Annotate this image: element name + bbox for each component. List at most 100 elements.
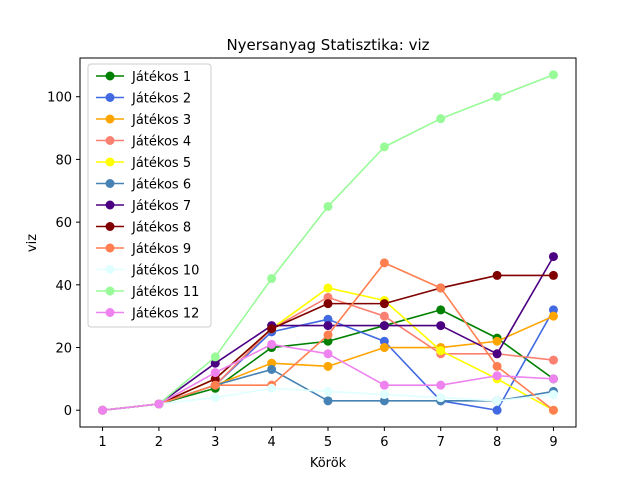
data-point xyxy=(379,311,389,321)
legend-swatch-marker xyxy=(105,136,115,145)
data-point xyxy=(548,374,558,384)
data-point xyxy=(492,371,502,381)
y-axis-label: viz xyxy=(25,234,40,252)
data-point xyxy=(323,386,333,396)
series-12 xyxy=(98,339,558,415)
legend-entry: Játékos 8 xyxy=(96,221,191,236)
series-11 xyxy=(98,70,558,415)
x-tick-label: 4 xyxy=(267,435,275,450)
legend-swatch-marker xyxy=(105,308,115,317)
data-point xyxy=(154,399,164,409)
data-point xyxy=(323,349,333,359)
data-point xyxy=(548,405,558,415)
data-point xyxy=(323,321,333,331)
x-tick-label: 9 xyxy=(549,435,557,450)
data-point xyxy=(436,321,446,331)
legend-entry: Játékos 1 xyxy=(96,70,191,85)
y-axis-ticks: 0 20 40 60 80 100 xyxy=(47,91,80,419)
data-point xyxy=(548,311,558,321)
data-point xyxy=(379,258,389,268)
data-point xyxy=(323,330,333,340)
data-point xyxy=(323,299,333,309)
data-point xyxy=(436,283,446,293)
data-point xyxy=(267,358,277,368)
legend-swatch-marker xyxy=(105,179,115,188)
legend-entry: Játékos 3 xyxy=(96,113,191,128)
y-tick-label: 60 xyxy=(55,216,72,231)
data-point xyxy=(492,349,502,359)
legend-label: Játékos 7 xyxy=(131,199,191,214)
data-point xyxy=(323,201,333,211)
legend-label: Játékos 10 xyxy=(131,264,199,279)
data-point xyxy=(436,346,446,356)
legend-label: Játékos 11 xyxy=(131,285,199,300)
legend-label: Játékos 5 xyxy=(131,156,191,171)
data-point xyxy=(98,405,108,415)
legend-label: Játékos 8 xyxy=(131,221,191,236)
legend-swatch-marker xyxy=(105,114,115,124)
x-axis-ticks: 1 2 3 4 5 6 7 8 9 xyxy=(98,427,558,450)
data-point xyxy=(379,336,389,346)
data-point xyxy=(267,364,277,374)
plot-area xyxy=(98,70,558,415)
data-point xyxy=(436,114,446,124)
axes-frame xyxy=(79,57,577,428)
legend-entry: Játékos 2 xyxy=(96,92,191,107)
data-point xyxy=(210,380,220,390)
data-point xyxy=(379,396,389,406)
data-point xyxy=(492,92,502,102)
x-tick-label: 5 xyxy=(324,435,332,450)
legend-entry: Játékos 4 xyxy=(96,135,191,150)
legend: Játékos 1 Játékos 2 Játékos 3 Játékos 4 Játé… xyxy=(87,63,212,328)
y-tick-label: 100 xyxy=(47,91,72,106)
data-point xyxy=(548,305,558,315)
legend-entry: Játékos 11 xyxy=(96,285,199,300)
data-point xyxy=(492,405,502,415)
x-tick-label: 6 xyxy=(380,435,388,450)
legend-label: Játékos 4 xyxy=(131,135,191,150)
legend-swatch-marker xyxy=(105,286,115,296)
legend-entry: Játékos 5 xyxy=(96,156,191,171)
data-point xyxy=(492,361,502,371)
legend-swatch-marker xyxy=(105,243,115,253)
data-point xyxy=(323,283,333,293)
legend-swatch-marker xyxy=(105,200,115,210)
legend-swatch-marker xyxy=(105,93,115,102)
x-tick-label: 1 xyxy=(98,435,106,450)
legend-entry: Játékos 7 xyxy=(96,199,191,214)
data-point xyxy=(210,393,220,403)
data-point xyxy=(492,396,502,406)
data-point xyxy=(379,390,389,400)
chart-title: Nyersanyag Statisztika: viz xyxy=(226,36,429,54)
data-point xyxy=(210,358,220,368)
data-point xyxy=(436,380,446,390)
legend-label: Játékos 3 xyxy=(131,113,191,128)
data-point xyxy=(548,390,558,400)
x-tick-label: 7 xyxy=(437,435,445,450)
legend-entry: Játékos 10 xyxy=(96,264,199,279)
data-point xyxy=(323,314,333,324)
data-point xyxy=(492,336,502,346)
x-tick-label: 2 xyxy=(155,435,163,450)
data-point xyxy=(436,393,446,403)
legend-label: Játékos 2 xyxy=(131,92,191,107)
data-point xyxy=(379,299,389,309)
legend-swatch-marker xyxy=(105,157,115,167)
legend-label: Játékos 6 xyxy=(131,178,191,193)
data-point xyxy=(267,274,277,284)
legend-label: Játékos 12 xyxy=(131,307,199,322)
data-point xyxy=(548,252,558,262)
legend-label: Játékos 1 xyxy=(131,70,191,85)
data-point xyxy=(323,292,333,302)
legend-entry: Játékos 6 xyxy=(96,178,191,193)
legend-swatch-marker xyxy=(105,265,115,274)
legend-entry: Játékos 9 xyxy=(96,242,191,257)
data-point xyxy=(323,336,333,346)
data-point xyxy=(267,339,277,349)
data-point xyxy=(210,368,220,378)
data-point xyxy=(267,383,277,393)
y-tick-label: 0 xyxy=(64,404,72,419)
x-tick-label: 8 xyxy=(493,435,501,450)
x-axis-label: Körök xyxy=(310,456,347,471)
